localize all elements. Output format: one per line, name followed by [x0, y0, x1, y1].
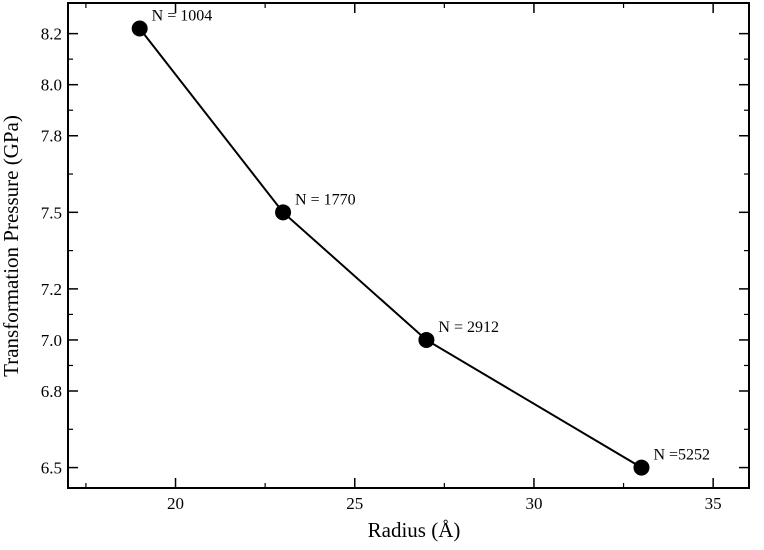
data-label: N = 1770: [295, 191, 356, 208]
x-tick-label: 25: [346, 494, 363, 513]
plot-frame: [67, 2, 750, 489]
y-tick-label: 6.8: [41, 382, 62, 401]
y-tick-label: 8.2: [41, 25, 62, 44]
y-tick-label: 7.2: [41, 280, 62, 299]
data-label: N =5252: [653, 447, 710, 464]
data-label: N = 2912: [438, 319, 499, 336]
x-tick-label: 35: [705, 494, 722, 513]
y-axis-title: Transformation Pressure (GPa): [0, 115, 23, 377]
y-tick-label: 6.5: [41, 459, 62, 478]
x-tick-label: 30: [525, 494, 542, 513]
data-point: [131, 20, 148, 37]
y-tick-label: 7.8: [41, 127, 62, 146]
y-tick-label: 8.0: [41, 76, 62, 95]
x-axis: 20 25 30 35: [85, 3, 722, 513]
data-label: N = 1004: [152, 8, 213, 25]
y-tick-label: 7.5: [41, 203, 62, 222]
series-points: N = 1004 N = 1770 N = 2912 N =5252: [131, 8, 710, 476]
y-tick-label: 7.0: [41, 331, 62, 350]
x-axis-title: Radius (Å): [368, 518, 461, 542]
series-line: [138, 27, 642, 469]
data-point: [275, 204, 292, 221]
y-axis: 6.5 6.8 7.0 7.2 7.5 7.8 8.0 8.2: [41, 25, 749, 478]
x-tick-label: 20: [167, 494, 184, 513]
data-point: [633, 459, 650, 476]
data-point: [418, 331, 435, 348]
